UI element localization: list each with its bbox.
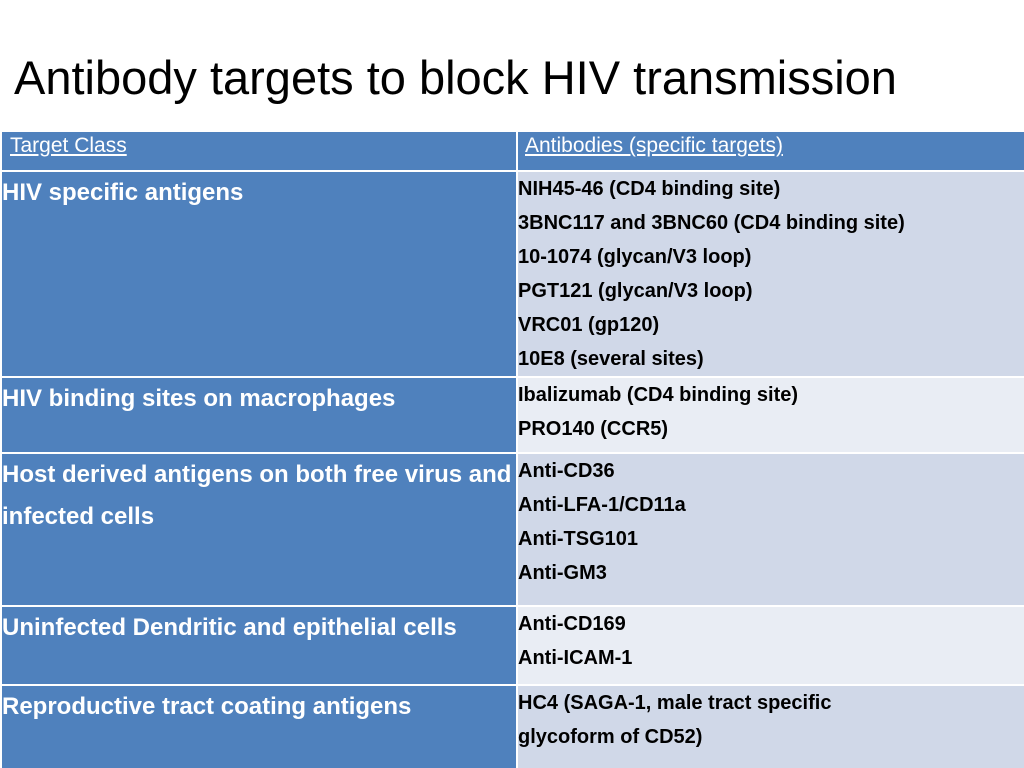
antibody-item: Ibalizumab (CD4 binding site) — [518, 384, 799, 406]
header-target-class-label: Target Class — [10, 134, 127, 157]
table-row: Host derived antigens on both free virus… — [0, 452, 1024, 607]
target-class-cell: HIV binding sites on macrophages — [0, 376, 518, 454]
antibodies-cell: NIH45-46 (CD4 binding site) 3BNC117 and … — [516, 170, 1024, 378]
header-antibodies-label: Antibodies (specific targets) — [525, 134, 783, 157]
slide-title: Antibody targets to block HIV transmissi… — [14, 51, 897, 104]
header-target-class: Target Class — [0, 130, 518, 172]
header-antibodies: Antibodies (specific targets) — [516, 130, 1024, 172]
antibodies-cell: Anti-CD36 Anti-LFA-1/CD11a Anti-TSG101 A… — [516, 452, 1024, 607]
target-class-cell: Reproductive tract coating antigens — [0, 684, 518, 768]
target-class-cell: Uninfected Dendritic and epithelial cell… — [0, 605, 518, 686]
antibody-item: HC4 (SAGA-1, male tract specific — [518, 692, 832, 714]
antibody-item: Anti-CD36 — [518, 460, 615, 482]
target-class-cell: HIV specific antigens — [0, 170, 518, 378]
antibody-item: PGT121 (glycan/V3 loop) — [518, 280, 753, 302]
antibodies-cell: Ibalizumab (CD4 binding site) PRO140 (CC… — [516, 376, 1024, 454]
table-row: HIV binding sites on macrophages Ibalizu… — [0, 376, 1024, 454]
antibody-item: 3BNC117 and 3BNC60 (CD4 binding site) — [518, 212, 905, 234]
table-row: Uninfected Dendritic and epithelial cell… — [0, 605, 1024, 686]
antibody-targets-table: Target Class Antibodies (specific target… — [0, 130, 1024, 768]
antibodies-cell: Anti-CD169 Anti-ICAM-1 — [516, 605, 1024, 686]
antibody-item: Anti-LFA-1/CD11a — [518, 494, 686, 516]
table-header-row: Target Class Antibodies (specific target… — [0, 130, 1024, 172]
antibody-item: Anti-ICAM-1 — [518, 647, 633, 669]
antibody-item: PRO140 (CCR5) — [518, 418, 669, 440]
antibody-item: Anti-CD169 — [518, 613, 626, 635]
antibodies-cell: HC4 (SAGA-1, male tract specific glycofo… — [516, 684, 1024, 768]
antibody-item: Anti-TSG101 — [518, 528, 639, 550]
antibody-item: 10-1074 (glycan/V3 loop) — [518, 246, 752, 268]
table-row: Reproductive tract coating antigens HC4 … — [0, 684, 1024, 768]
antibody-item: Anti-GM3 — [518, 562, 607, 584]
antibody-item: glycoform of CD52) — [518, 726, 703, 748]
antibody-item: NIH45-46 (CD4 binding site) — [518, 178, 781, 200]
antibody-item: 10E8 (several sites) — [518, 348, 704, 370]
antibody-item: VRC01 (gp120) — [518, 314, 660, 336]
target-class-cell: Host derived antigens on both free virus… — [0, 452, 518, 607]
table-row: HIV specific antigens NIH45-46 (CD4 bind… — [0, 170, 1024, 378]
